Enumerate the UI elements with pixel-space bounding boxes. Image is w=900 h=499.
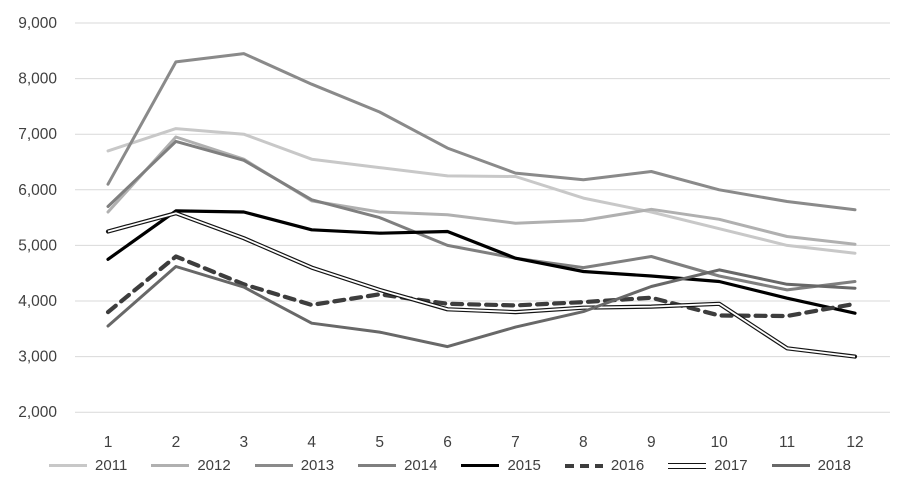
- legend-label-2018: 2018: [817, 457, 851, 474]
- x-tick-label: 7: [511, 434, 520, 451]
- legend-item-2017: 2017: [668, 457, 748, 474]
- y-tick-label: 4,000: [18, 293, 57, 310]
- legend-item-2018: 2018: [771, 457, 851, 474]
- x-tick-label: 5: [375, 434, 384, 451]
- legend-swatch-2017: [668, 462, 707, 469]
- series-line-2015: [106, 209, 857, 315]
- legend-swatch-2014: [358, 464, 397, 467]
- y-tick-label: 3,000: [18, 349, 57, 366]
- series-line-2014: [106, 139, 857, 292]
- y-tick-label: 5,000: [18, 237, 57, 254]
- legend-label-2017: 2017: [714, 457, 748, 474]
- legend-label-2011: 2011: [95, 457, 128, 474]
- x-tick-label: 4: [307, 434, 316, 451]
- series-line-2018: [106, 265, 857, 349]
- legend-label-2014: 2014: [404, 457, 438, 474]
- legend-swatch-2018: [771, 464, 810, 467]
- plot-area: 2,000 3,000 4,000 5,000 6,000 7,000 8,000 9,000…: [18, 15, 890, 451]
- x-tick-label: 1: [104, 434, 113, 451]
- legend-label-2012: 2012: [197, 457, 231, 474]
- x-tick-label: 8: [579, 434, 588, 451]
- x-tick-label: 2: [172, 434, 181, 451]
- series-line-2013: [106, 52, 857, 212]
- legend-item-2011: 2011: [49, 458, 127, 473]
- legend-swatch-2013: [254, 464, 293, 467]
- x-tick-label: 12: [846, 434, 863, 451]
- y-tick-label: 8,000: [18, 71, 57, 88]
- x-tick-label: 11: [779, 434, 795, 451]
- x-tick-label: 6: [443, 434, 452, 451]
- legend-item-2013: 2013: [254, 457, 335, 474]
- legend-item-2012: 2012: [151, 457, 231, 474]
- legend-label-2015: 2015: [507, 457, 541, 474]
- chart-legend: 2011 2012 2013 2014 2015 2016 2017 2018: [0, 458, 900, 473]
- x-tick-label: 10: [711, 434, 729, 451]
- legend-swatch-2016: [564, 463, 603, 468]
- y-tick-label: 6,000: [18, 182, 57, 199]
- x-tick-label: 9: [647, 434, 656, 451]
- legend-label-2013: 2013: [300, 457, 335, 474]
- series-line-2016: [105, 254, 858, 319]
- x-tick-label: 3: [240, 434, 249, 451]
- series-line-2017-inner: [107, 212, 856, 358]
- y-tick-label: 2,000: [18, 404, 57, 421]
- y-tick-label: 7,000: [18, 126, 57, 143]
- legend-item-2014: 2014: [358, 458, 437, 473]
- legend-swatch-2011: [49, 464, 88, 467]
- y-tick-label: 9,000: [18, 15, 57, 32]
- legend-label-2016: 2016: [610, 457, 645, 474]
- series-line-2011: [106, 127, 857, 255]
- legend-item-2016: 2016: [564, 457, 645, 474]
- legend-swatch-2012: [151, 464, 190, 467]
- legend-swatch-2015: [461, 464, 500, 467]
- legend-item-2015: 2015: [461, 457, 541, 474]
- series-line-2012: [106, 135, 857, 246]
